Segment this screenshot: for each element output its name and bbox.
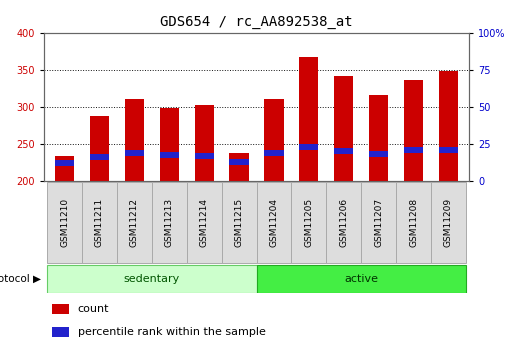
Bar [47,182,82,263]
Bar [47,265,256,293]
Bar [256,265,466,293]
Bar [299,144,319,150]
Bar [90,116,109,181]
Bar [439,71,458,181]
Bar [160,152,179,158]
Bar [334,76,353,181]
Text: GDS654 / rc_AA892538_at: GDS654 / rc_AA892538_at [160,15,353,29]
Bar [90,154,109,160]
Text: GSM11205: GSM11205 [304,198,313,247]
Bar [125,150,144,156]
Text: active: active [344,274,378,284]
Bar [404,79,423,181]
Text: count: count [77,304,109,314]
Bar [334,148,353,155]
Bar [396,182,431,263]
Bar [299,57,319,181]
Bar [55,160,74,166]
Bar [194,153,214,159]
Text: GSM11213: GSM11213 [165,198,174,247]
Bar [291,182,326,263]
Bar [361,182,396,263]
Text: GSM11204: GSM11204 [269,198,279,247]
Bar [229,159,249,165]
Text: GSM11211: GSM11211 [95,198,104,247]
Bar [52,304,69,314]
Bar [369,151,388,157]
Bar [256,182,291,263]
Bar [264,99,284,181]
Text: GSM11210: GSM11210 [60,198,69,247]
Text: GSM11209: GSM11209 [444,198,453,247]
Bar [125,99,144,181]
Text: GSM11212: GSM11212 [130,198,139,247]
Bar [404,147,423,153]
Bar [152,182,187,263]
Bar [229,153,249,181]
Bar [326,182,361,263]
Bar [52,327,69,337]
Bar [431,182,466,263]
Bar [82,182,117,263]
Text: GSM11207: GSM11207 [374,198,383,247]
Text: sedentary: sedentary [124,274,180,284]
Bar [264,150,284,156]
Bar [194,106,214,181]
Text: GSM11214: GSM11214 [200,198,209,247]
Text: GSM11208: GSM11208 [409,198,418,247]
Text: percentile rank within the sample: percentile rank within the sample [77,327,266,337]
Text: GSM11206: GSM11206 [339,198,348,247]
Bar [369,95,388,181]
Text: protocol ▶: protocol ▶ [0,274,41,284]
Bar [55,156,74,181]
Bar [222,182,256,263]
Bar [439,147,458,153]
Bar [117,182,152,263]
Text: GSM11215: GSM11215 [234,198,244,247]
Bar [160,108,179,181]
Bar [187,182,222,263]
